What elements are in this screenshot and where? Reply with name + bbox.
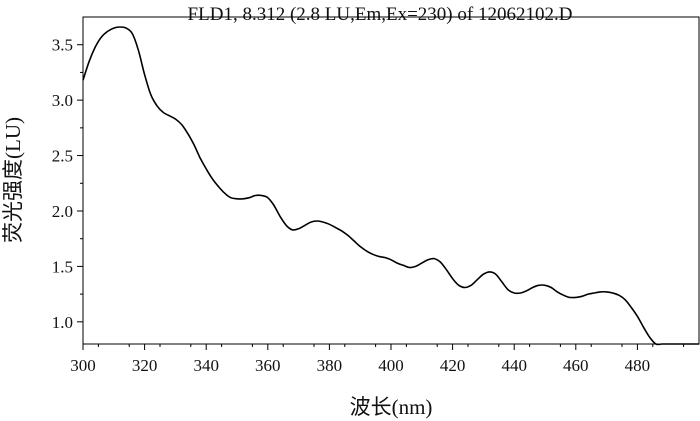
x-tick-label: 300: [70, 356, 96, 375]
x-tick-label: 440: [501, 356, 527, 375]
x-tick-label: 380: [317, 356, 343, 375]
y-axis-ticks: 1.0 1.5 2.0 2.5 3.0 3.5: [52, 36, 83, 332]
y-tick-label: 3.5: [52, 36, 73, 55]
x-tick-label: 320: [132, 356, 158, 375]
plot-border: [82, 16, 700, 345]
y-tick-label: 2.0: [52, 202, 73, 221]
x-tick-label: 480: [625, 356, 651, 375]
y-tick-label: 3.0: [52, 91, 73, 110]
y-tick-label: 1.0: [52, 313, 73, 332]
x-tick-label: 360: [255, 356, 281, 375]
x-tick-label: 460: [563, 356, 589, 375]
series-line: [82, 26, 699, 346]
chart-title: FLD1, 8.312 (2.8 LU,Em,Ex=230) of 120621…: [188, 4, 573, 25]
y-axis-label: 荧光强度(LU): [1, 117, 25, 243]
y-tick-label: 1.5: [52, 257, 73, 276]
x-tick-label: 340: [193, 356, 219, 375]
y-tick-label: 2.5: [52, 147, 73, 166]
x-axis-label: 波长(nm): [350, 395, 433, 419]
x-axis-ticks: 300 320 340 360 380 400 420 440 460 480: [70, 344, 685, 375]
plot-area: [82, 16, 700, 345]
x-tick-label: 420: [440, 356, 466, 375]
x-tick-label: 400: [378, 356, 404, 375]
